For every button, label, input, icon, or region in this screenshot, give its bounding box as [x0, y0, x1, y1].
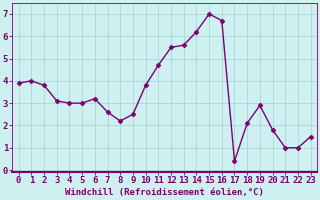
X-axis label: Windchill (Refroidissement éolien,°C): Windchill (Refroidissement éolien,°C): [65, 188, 264, 197]
